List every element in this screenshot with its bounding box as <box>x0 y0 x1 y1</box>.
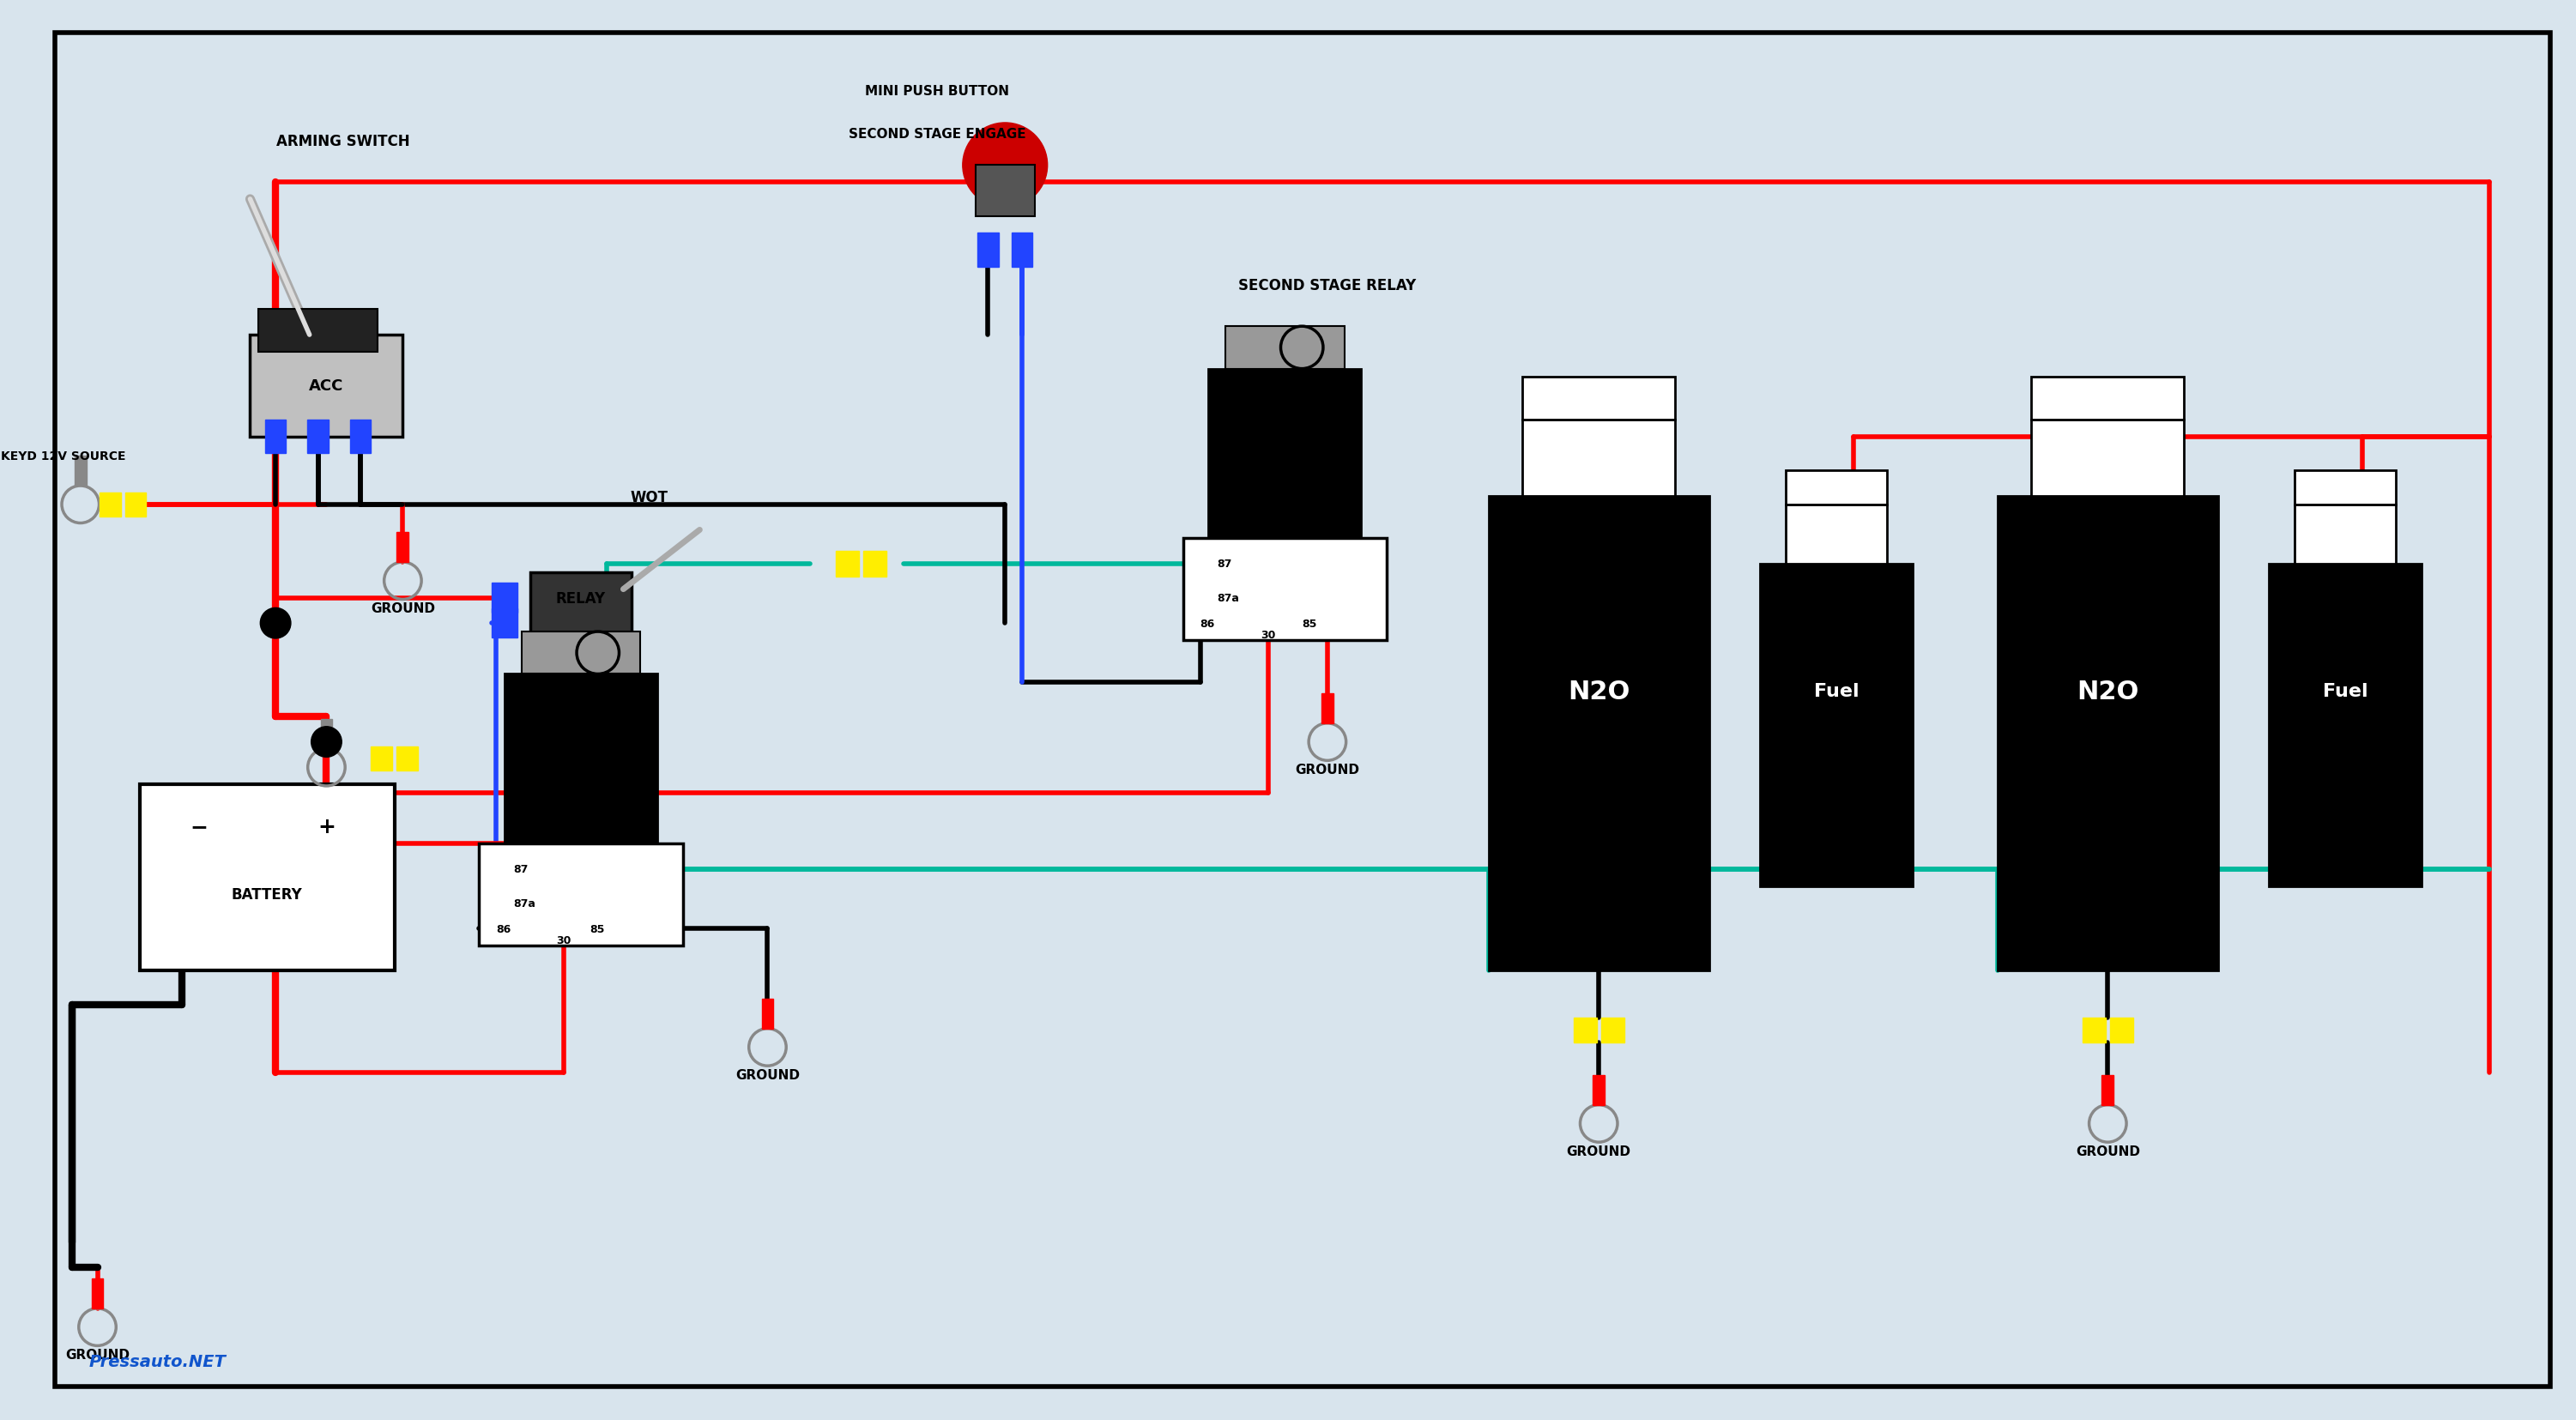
Bar <box>531 572 631 640</box>
Bar <box>1996 497 2218 971</box>
Bar <box>1489 497 1708 971</box>
Bar <box>307 420 330 454</box>
Text: WOT: WOT <box>631 490 667 506</box>
Bar <box>1785 471 1888 506</box>
Bar <box>2295 506 2396 564</box>
Bar <box>762 1000 773 1028</box>
Circle shape <box>260 608 291 639</box>
Circle shape <box>312 727 343 757</box>
Bar <box>258 310 376 352</box>
Text: 87a: 87a <box>1216 592 1239 604</box>
Text: 30: 30 <box>556 934 572 946</box>
Bar <box>265 420 286 454</box>
Bar <box>93 1279 103 1308</box>
Bar <box>1012 234 1033 267</box>
Text: N2O: N2O <box>2076 679 2138 704</box>
Bar <box>2081 1018 2105 1044</box>
Bar <box>835 551 858 577</box>
Text: GROUND: GROUND <box>64 1348 129 1362</box>
Bar <box>2032 420 2184 497</box>
Text: Fuel: Fuel <box>1814 683 1860 700</box>
Bar <box>1226 327 1345 369</box>
Bar <box>492 609 518 639</box>
Bar <box>139 785 394 971</box>
Text: GROUND: GROUND <box>1566 1145 1631 1157</box>
Text: Pressauto.NET: Pressauto.NET <box>90 1353 227 1369</box>
Text: ARMING SWITCH: ARMING SWITCH <box>276 133 410 149</box>
Bar <box>976 234 999 267</box>
Bar <box>126 493 147 517</box>
Bar <box>976 166 1036 217</box>
Bar <box>1522 378 1674 420</box>
Text: GROUND: GROUND <box>1296 764 1360 777</box>
Bar <box>1182 538 1386 640</box>
Bar <box>397 532 410 562</box>
Text: N2O: N2O <box>1569 679 1631 704</box>
Text: +: + <box>317 816 335 838</box>
Bar <box>1785 506 1888 564</box>
Bar <box>100 493 121 517</box>
Bar <box>1600 1018 1625 1044</box>
Text: RELAY: RELAY <box>556 591 605 606</box>
Text: GROUND: GROUND <box>2076 1145 2141 1157</box>
Text: SECOND STAGE RELAY: SECOND STAGE RELAY <box>1239 277 1417 293</box>
Bar <box>371 747 392 771</box>
Bar <box>1522 420 1674 497</box>
Text: GROUND: GROUND <box>371 602 435 615</box>
Text: 87: 87 <box>513 863 528 875</box>
Bar <box>520 632 641 674</box>
Text: BATTERY: BATTERY <box>232 888 301 903</box>
Bar <box>1759 564 1911 886</box>
Bar <box>75 457 88 486</box>
Text: 85: 85 <box>1301 618 1316 629</box>
Text: GROUND: GROUND <box>734 1069 799 1082</box>
Circle shape <box>963 124 1048 209</box>
Bar <box>505 674 657 843</box>
Bar <box>2032 378 2184 420</box>
Text: −: − <box>191 816 209 838</box>
Bar <box>2102 1075 2115 1105</box>
Bar <box>350 420 371 454</box>
Bar <box>397 747 417 771</box>
Text: 87a: 87a <box>513 897 536 909</box>
Text: KEYD 12V SOURCE: KEYD 12V SOURCE <box>0 450 126 463</box>
Bar <box>1574 1018 1597 1044</box>
Bar <box>2269 564 2421 886</box>
Bar <box>1321 694 1334 724</box>
Bar <box>1592 1075 1605 1105</box>
Bar <box>2110 1018 2133 1044</box>
Bar <box>319 720 332 748</box>
Bar <box>250 335 402 437</box>
Text: 30: 30 <box>1260 629 1275 640</box>
Text: SECOND STAGE ENGAGE: SECOND STAGE ENGAGE <box>848 128 1025 141</box>
Bar <box>479 843 683 946</box>
Bar <box>863 551 886 577</box>
Text: 87: 87 <box>1216 558 1231 569</box>
Bar <box>1208 369 1360 538</box>
Text: 85: 85 <box>590 923 605 934</box>
Text: 86: 86 <box>1200 618 1216 629</box>
Bar <box>2295 471 2396 506</box>
Text: Fuel: Fuel <box>2324 683 2367 700</box>
Text: ACC: ACC <box>309 379 343 393</box>
Text: MINI PUSH BUTTON: MINI PUSH BUTTON <box>866 85 1010 98</box>
Bar <box>492 584 518 613</box>
Text: 86: 86 <box>497 923 510 934</box>
